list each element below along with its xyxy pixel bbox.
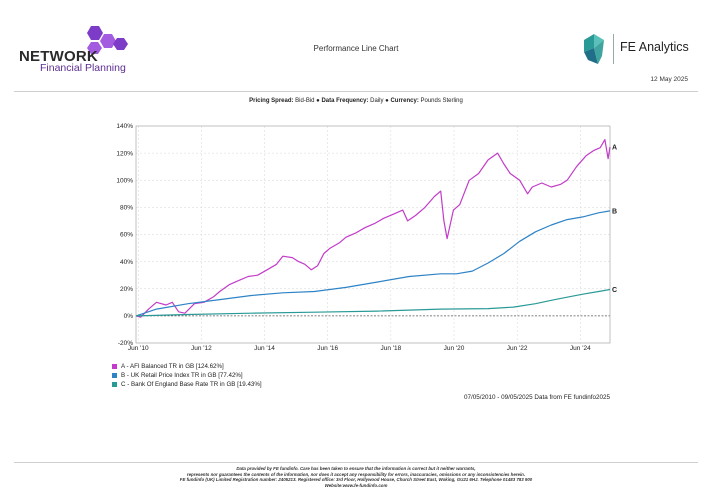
legend-label-a: A - AFI Balanced TR in GB [124.62%]	[121, 363, 224, 370]
pricing-parameters: Pricing Spread: Bid-Bid ● Data Frequency…	[0, 98, 712, 104]
hexagon-cluster-icon	[87, 26, 128, 54]
currency-label: Currency:	[390, 98, 419, 104]
frequency-label: Data Frequency:	[321, 98, 369, 104]
logo-divider	[613, 34, 614, 64]
legend-swatch-c	[112, 382, 117, 387]
separator-1: ●	[316, 98, 320, 104]
series-line-a	[135, 139, 611, 318]
series-tag-b: B	[612, 208, 617, 215]
chart-grid	[136, 126, 610, 343]
data-source-note: 07/05/2010 - 09/05/2025 Data from FE fun…	[464, 394, 610, 401]
legend-item-c[interactable]: C - Bank Of England Base Rate TR in GB […	[112, 380, 262, 389]
x-tick-label: Jun '24	[570, 345, 591, 352]
spread-label: Pricing Spread:	[249, 98, 294, 104]
header-divider	[14, 91, 698, 92]
x-tick-label: Jun '16	[317, 345, 338, 352]
report-date: 12 May 2025	[650, 76, 688, 83]
disclaimer: Data provided by FE fundinfo. Care has b…	[0, 466, 712, 488]
footer-divider	[14, 462, 698, 463]
y-tick-label: 120%	[116, 150, 133, 157]
x-tick-label: Jun '14	[254, 345, 275, 352]
x-tick-label: Jun '22	[507, 345, 528, 352]
x-tick-label: Jun '12	[191, 345, 212, 352]
x-tick-label: Jun '10	[128, 345, 149, 352]
x-tick-label: Jun '20	[444, 345, 465, 352]
chart-series	[135, 139, 611, 318]
disclaimer-line-1: Data provided by FE fundinfo. Care has b…	[236, 466, 476, 471]
legend-label-b: B - UK Retail Price Index TR in GB [77.4…	[121, 372, 243, 379]
series-line-b	[135, 210, 611, 317]
series-tag-a: A	[612, 144, 617, 151]
y-tick-label: 20%	[120, 286, 133, 293]
disclaimer-line-3: FE fundinfo (UK) Limited Registration nu…	[179, 477, 533, 482]
y-tick-label: 0%	[124, 313, 134, 320]
page-title: Performance Line Chart	[313, 44, 399, 53]
network-logo: NETWORK Financial Planning	[14, 24, 132, 76]
y-tick-label: 40%	[120, 259, 133, 266]
spread-value: Bid-Bid	[295, 98, 315, 104]
disclaimer-line-2: represents nor guarantees the contents o…	[186, 471, 526, 477]
x-tick-label: Jun '18	[380, 345, 401, 352]
legend-swatch-b	[112, 373, 117, 378]
logo-wordmark: NETWORK	[19, 48, 98, 65]
frequency-value: Daily	[370, 98, 384, 104]
y-tick-label: 100%	[116, 177, 133, 184]
plot-frame	[135, 125, 611, 344]
legend-swatch-a	[112, 364, 117, 369]
fe-analytics-wordmark: FE Analytics	[620, 40, 689, 54]
series-end-tags: A B C	[612, 144, 617, 294]
y-tick-label: -20%	[118, 340, 133, 347]
chart-legend: A - AFI Balanced TR in GB [124.62%] B - …	[112, 362, 262, 389]
logo-subtitle: Financial Planning	[40, 62, 126, 74]
chart-axes: -20% 0% 20% 40% 60% 80% 100% 120% 140% Jun '10 Jun…	[116, 123, 611, 352]
y-tick-label: 60%	[120, 232, 133, 239]
series-tag-c: C	[612, 287, 617, 294]
fe-crystal-icon	[584, 34, 604, 64]
series-line-c	[135, 288, 611, 317]
y-tick-label: 80%	[120, 205, 133, 212]
disclaimer-line-4: Website:www.fe-fundinfo.com	[324, 482, 388, 488]
y-tick-label: 140%	[116, 123, 133, 130]
fe-analytics-logo: FE Analytics	[580, 30, 700, 70]
legend-label-c: C - Bank Of England Base Rate TR in GB […	[121, 381, 262, 388]
currency-value: Pounds Sterling	[420, 98, 463, 104]
separator-2: ●	[385, 98, 389, 104]
legend-item-a[interactable]: A - AFI Balanced TR in GB [124.62%]	[112, 362, 262, 371]
legend-item-b[interactable]: B - UK Retail Price Index TR in GB [77.4…	[112, 371, 262, 380]
